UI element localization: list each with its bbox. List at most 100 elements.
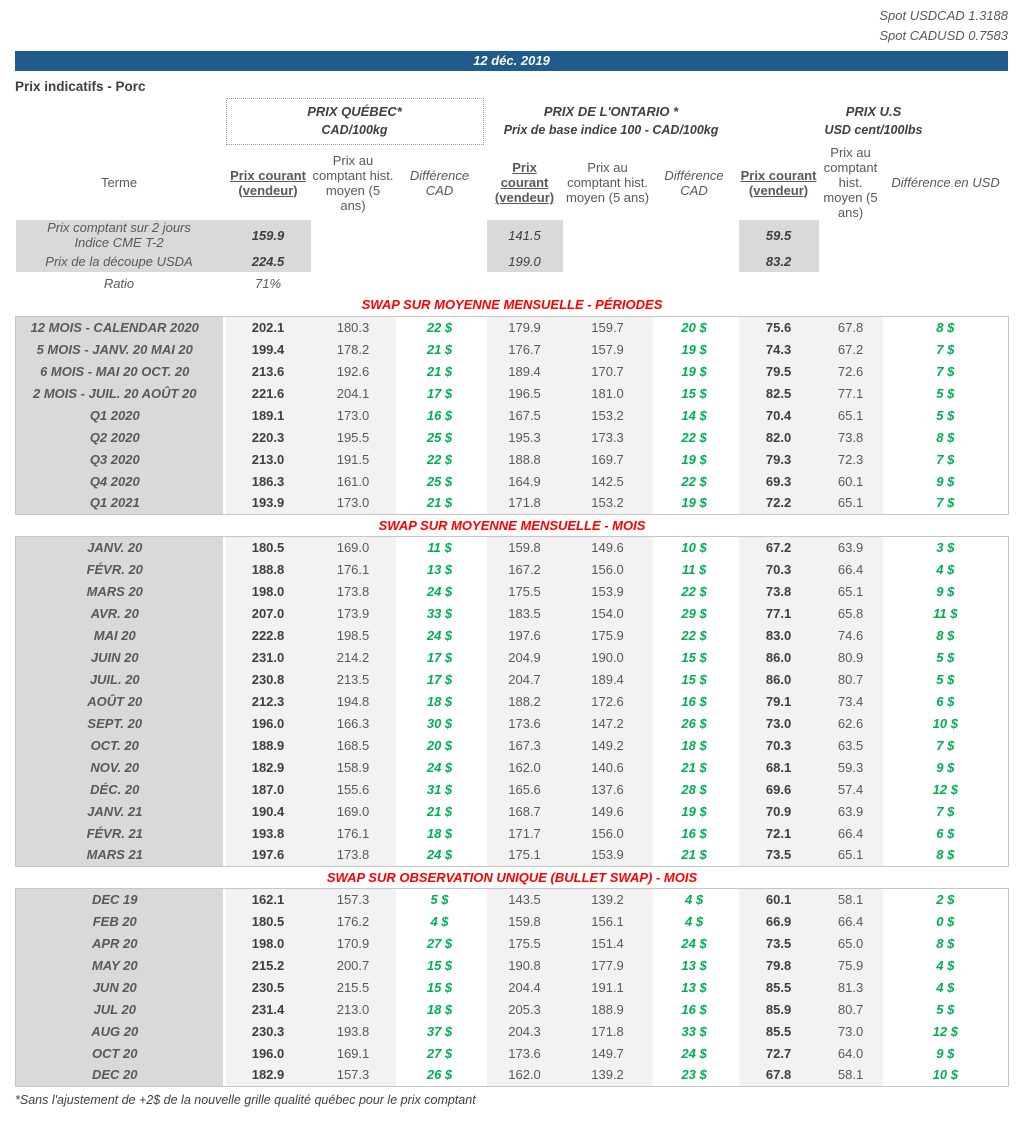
cell-us-diff: 5 $ [882, 668, 1009, 690]
cell-ontario-courant: 159.8 [486, 536, 563, 558]
cell-quebec-diff: 17 $ [395, 668, 484, 690]
table-cell [819, 220, 883, 250]
cell-us-diff: 0 $ [882, 910, 1009, 932]
cell-quebec-courant: 220.3 [225, 426, 311, 448]
gap-cell [735, 1020, 739, 1042]
table-row: OCT. 20 188.9 168.5 20 $167.3 149.2 18 $70.3 6… [15, 734, 1009, 756]
row-label: FÉVR. 21 [15, 822, 223, 844]
row-label: DEC 20 [15, 1064, 223, 1086]
table-row: AUG 20 230.3 193.8 37 $204.3 171.8 33 $85.5 73… [15, 1020, 1009, 1042]
cell-us-courant: 60.1 [738, 888, 819, 910]
row-label: JANV. 21 [15, 800, 223, 822]
cell-quebec-diff: 30 $ [395, 712, 484, 734]
cell-quebec-courant: 207.0 [225, 602, 311, 624]
cell-ontario-courant: 204.9 [486, 646, 563, 668]
cell-ontario-diff: 22 $ [652, 426, 736, 448]
ratio-row: Ratio 71% [16, 272, 1009, 294]
cell-ontario-hist: 147.2 [562, 712, 653, 734]
gap-cell [735, 220, 739, 250]
col-header-ontario-courant: Prix courant (vendeur) [494, 160, 555, 205]
cell-ontario-hist: 189.4 [562, 668, 653, 690]
cell-quebec-diff: 17 $ [395, 382, 484, 404]
cell-quebec-courant: 197.6 [225, 844, 311, 866]
cell-ontario-diff: 18 $ [652, 734, 736, 756]
cell-ontario-hist: 153.2 [562, 404, 653, 426]
cell-quebec-hist: 173.8 [310, 844, 396, 866]
cell-quebec-diff: 20 $ [395, 734, 484, 756]
table-row: FEB 20 180.5 176.2 4 $159.8 156.1 4 $66.9 66.4… [15, 910, 1009, 932]
cell-quebec-courant: 182.9 [225, 756, 311, 778]
cell-quebec-hist: 173.9 [310, 602, 396, 624]
cell-quebec-diff: 21 $ [395, 800, 484, 822]
gap-cell [222, 668, 226, 690]
cell-ontario-hist: 139.2 [562, 888, 653, 910]
gap-cell [483, 976, 487, 998]
col-header-ontario-diff: Différence CAD [664, 167, 724, 198]
gap-cell [222, 426, 226, 448]
cell-ontario-courant: 167.2 [486, 558, 563, 580]
group-header-row: PRIX QUÉBEC* CAD/100kg PRIX DE L'ONTARIO… [16, 98, 1009, 145]
cell-ontario-courant: 190.8 [486, 954, 563, 976]
cell-quebec-diff: 21 $ [395, 360, 484, 382]
row-label: APR 20 [15, 932, 223, 954]
gap-cell [735, 888, 739, 910]
cell-ontario-courant: 188.8 [486, 448, 563, 470]
cell-us-hist: 57.4 [818, 778, 883, 800]
cell-us-diff: 4 $ [882, 976, 1009, 998]
spot-value-us: 83.2 [738, 250, 819, 272]
row-label: FEB 20 [15, 910, 223, 932]
ratio-label: Ratio [103, 275, 135, 291]
cell-us-courant: 77.1 [738, 602, 819, 624]
cell-ontario-diff: 21 $ [652, 844, 736, 866]
cell-quebec-hist: 204.1 [310, 382, 396, 404]
gap-cell [222, 382, 226, 404]
cell-quebec-courant: 188.8 [225, 558, 311, 580]
spot-usdcad: Spot USDCAD 1.3188 [879, 8, 1008, 23]
row-label: AVR. 20 [15, 602, 223, 624]
cell-us-hist: 63.9 [818, 800, 883, 822]
cell-ontario-diff: 22 $ [652, 580, 736, 602]
table-cell [396, 250, 484, 272]
gap-cell [735, 910, 739, 932]
row-label: JUIL. 20 [15, 668, 223, 690]
gap-cell [483, 734, 487, 756]
group-title-ontario: PRIX DE L'ONTARIO * [543, 104, 679, 119]
cell-quebec-diff: 4 $ [395, 910, 484, 932]
gap-cell [222, 1020, 226, 1042]
cell-us-hist: 64.0 [818, 1042, 883, 1064]
gap-cell [222, 998, 226, 1020]
table-row: JUIN 20 231.0 214.2 17 $204.9 190.0 15 $86.0 8… [15, 646, 1009, 668]
cell-us-diff: 8 $ [882, 932, 1009, 954]
cell-quebec-hist: 178.2 [310, 338, 396, 360]
cell-quebec-courant: 230.3 [225, 1020, 311, 1042]
cell-ontario-diff: 13 $ [652, 954, 736, 976]
table-row: MARS 20 198.0 173.8 24 $175.5 153.9 22 $73.8 6… [15, 580, 1009, 602]
cell-us-courant: 73.5 [738, 844, 819, 866]
cell-ontario-hist: 171.8 [562, 1020, 653, 1042]
row-label: JANV. 20 [15, 536, 223, 558]
gap-cell [222, 624, 226, 646]
gap-cell [483, 668, 487, 690]
section-title: SWAP SUR MOYENNE MENSUELLE - PÉRIODES [361, 297, 663, 313]
cell-ontario-courant: 167.5 [486, 404, 563, 426]
cell-quebec-diff: 26 $ [395, 1064, 484, 1086]
section-rows: 12 MOIS - CALENDAR 2020 202.1 180.3 22 $179… [15, 316, 1009, 514]
row-label: Q1 2020 [15, 404, 223, 426]
table-cell [396, 220, 484, 250]
cell-ontario-hist: 173.3 [562, 426, 653, 448]
table-cell [311, 220, 396, 250]
section-title-row: SWAP SUR OBSERVATION UNIQUE (BULLET SWAP… [16, 866, 1009, 888]
cell-quebec-hist: 193.8 [310, 1020, 396, 1042]
cell-us-diff: 7 $ [882, 734, 1009, 756]
cell-ontario-diff: 16 $ [652, 998, 736, 1020]
cell-ontario-diff: 13 $ [652, 976, 736, 998]
cell-us-courant: 83.0 [738, 624, 819, 646]
cell-quebec-diff: 33 $ [395, 602, 484, 624]
cell-quebec-courant: 198.0 [225, 580, 311, 602]
cell-ontario-courant: 205.3 [486, 998, 563, 1020]
cell-quebec-courant: 180.5 [225, 910, 311, 932]
table-row: SEPT. 20 196.0 166.3 30 $173.6 147.2 26 $73.0… [15, 712, 1009, 734]
gap-cell [483, 800, 487, 822]
cell-us-diff: 10 $ [882, 1064, 1009, 1086]
gap-cell [222, 360, 226, 382]
